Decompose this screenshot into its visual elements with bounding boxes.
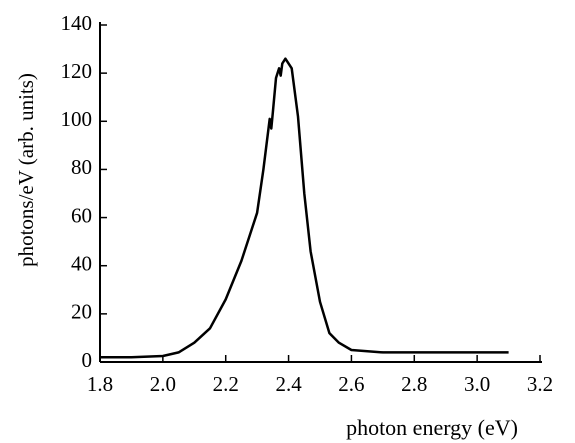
data-line <box>100 57 509 359</box>
x-tick-label: 2.4 <box>275 372 302 396</box>
y-tick-label: 40 <box>71 252 92 276</box>
y-tick-label: 120 <box>61 59 93 83</box>
y-tick-label: 80 <box>71 155 92 179</box>
x-tick-label: 3.2 <box>527 372 553 396</box>
x-tick-label: 2.6 <box>338 372 364 396</box>
y-tick-label: 20 <box>71 300 92 324</box>
x-tick-label: 3.0 <box>464 372 490 396</box>
y-tick-label: 140 <box>61 11 93 35</box>
x-tick-label: 2.2 <box>213 372 239 396</box>
y-axis-label: photons/eV (arb. units) <box>14 73 38 267</box>
y-tick-label: 60 <box>71 203 92 227</box>
x-tick-label: 2.0 <box>150 372 176 396</box>
y-tick-label: 100 <box>61 107 93 131</box>
x-axis-label: photon energy (eV) <box>346 415 518 440</box>
x-tick-label: 2.8 <box>401 372 427 396</box>
y-tick-label: 0 <box>82 348 93 372</box>
x-tick-label: 1.8 <box>87 372 113 396</box>
